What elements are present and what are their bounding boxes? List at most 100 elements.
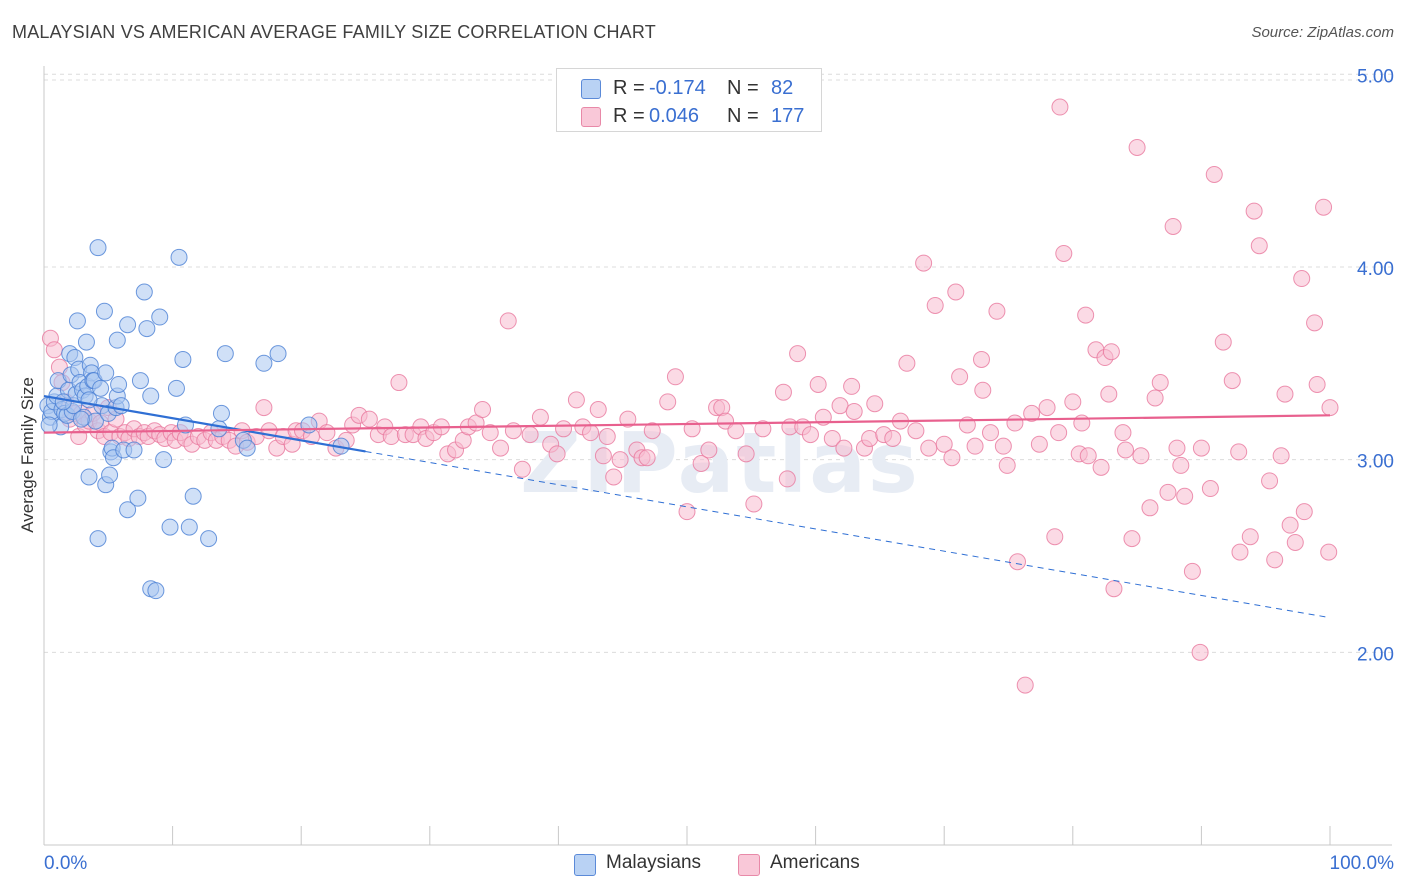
american-point bbox=[920, 439, 938, 457]
american-point bbox=[1286, 533, 1304, 551]
american-point bbox=[1079, 447, 1097, 465]
malaysian-point bbox=[40, 416, 58, 434]
american-point bbox=[998, 456, 1016, 474]
malaysian-point bbox=[108, 331, 126, 349]
american-point bbox=[1306, 314, 1324, 332]
american-point bbox=[926, 296, 944, 314]
y-tick-label: 5.00 bbox=[1357, 66, 1394, 87]
american-point bbox=[789, 345, 807, 363]
american-point bbox=[915, 254, 933, 272]
american-point bbox=[943, 449, 961, 467]
r-value: -0.174 bbox=[649, 77, 706, 99]
y-axis-label: Average Family Size bbox=[18, 377, 37, 533]
american-point bbox=[809, 375, 827, 393]
american-point bbox=[831, 397, 849, 415]
malaysians-legend-swatch-icon bbox=[574, 854, 596, 876]
american-point bbox=[643, 422, 661, 440]
american-point bbox=[1128, 138, 1146, 156]
malaysian-point bbox=[147, 582, 165, 600]
malaysian-point bbox=[129, 489, 147, 507]
legend-label: Americans bbox=[770, 852, 860, 873]
malaysians-trend-extension bbox=[365, 450, 1331, 619]
malaysian-point bbox=[131, 372, 149, 390]
x-tick-label: 0.0% bbox=[44, 853, 87, 874]
american-point bbox=[981, 424, 999, 442]
american-point bbox=[582, 424, 600, 442]
american-point bbox=[1191, 643, 1209, 661]
malaysian-point bbox=[210, 420, 228, 438]
american-point bbox=[1320, 543, 1338, 561]
american-point bbox=[1231, 543, 1249, 561]
american-point bbox=[499, 312, 517, 330]
american-point bbox=[1151, 374, 1169, 392]
american-point bbox=[474, 401, 492, 419]
american-point bbox=[1050, 424, 1068, 442]
american-point bbox=[884, 429, 902, 447]
american-point bbox=[1164, 217, 1182, 235]
american-point bbox=[935, 435, 953, 453]
malaysian-point bbox=[180, 518, 198, 536]
americans-swatch-icon bbox=[581, 107, 601, 127]
malaysian-point bbox=[200, 530, 218, 548]
american-point bbox=[594, 447, 612, 465]
malaysian-point bbox=[300, 416, 318, 434]
american-point bbox=[843, 377, 861, 395]
american-point bbox=[666, 368, 684, 386]
american-point bbox=[1172, 456, 1190, 474]
source-credit: Source: ZipAtlas.com bbox=[1251, 24, 1394, 41]
american-point bbox=[1261, 472, 1279, 490]
malaysian-point bbox=[135, 283, 153, 301]
malaysians-trend-line bbox=[43, 394, 366, 453]
american-point bbox=[1250, 237, 1268, 255]
legend-label: Malaysians bbox=[606, 852, 702, 873]
r-label: R = bbox=[613, 105, 645, 127]
american-point bbox=[1114, 424, 1132, 442]
american-point bbox=[1100, 385, 1118, 403]
american-point bbox=[548, 445, 566, 463]
american-point bbox=[1168, 439, 1186, 457]
american-point bbox=[531, 408, 549, 426]
american-point bbox=[45, 341, 63, 359]
american-point bbox=[866, 395, 884, 413]
malaysian-point bbox=[216, 345, 234, 363]
americans-trend-line bbox=[43, 414, 1331, 434]
american-point bbox=[974, 381, 992, 399]
legend-stats: R = -0.174 N = 82 R = 0.046 N = 177 bbox=[556, 68, 822, 132]
american-point bbox=[1141, 499, 1159, 517]
american-point bbox=[382, 428, 400, 446]
american-point bbox=[598, 428, 616, 446]
malaysians-swatch-icon bbox=[581, 79, 601, 99]
american-point bbox=[360, 410, 378, 428]
malaysian-point bbox=[72, 410, 90, 428]
american-point bbox=[1023, 404, 1041, 422]
american-point bbox=[1308, 375, 1326, 393]
malaysian-point bbox=[92, 379, 110, 397]
american-point bbox=[504, 422, 522, 440]
american-point bbox=[835, 439, 853, 457]
american-point bbox=[1051, 98, 1069, 116]
american-point bbox=[966, 437, 984, 455]
malaysian-point bbox=[101, 466, 119, 484]
american-point bbox=[555, 420, 573, 438]
american-point bbox=[1214, 333, 1232, 351]
malaysian-point bbox=[80, 468, 98, 486]
x-tick-label: 100.0% bbox=[1330, 853, 1395, 874]
american-point bbox=[521, 426, 539, 444]
american-point bbox=[1176, 487, 1194, 505]
american-point bbox=[481, 424, 499, 442]
americans-legend-swatch-icon bbox=[738, 854, 760, 876]
y-tick-label: 3.00 bbox=[1357, 452, 1394, 473]
american-point bbox=[754, 420, 772, 438]
malaysian-point bbox=[255, 354, 273, 372]
american-point bbox=[1055, 244, 1073, 262]
american-point bbox=[1046, 528, 1064, 546]
american-point bbox=[1159, 483, 1177, 501]
american-point bbox=[1064, 393, 1082, 411]
american-point bbox=[994, 437, 1012, 455]
american-point bbox=[318, 424, 336, 442]
american-point bbox=[1092, 458, 1110, 476]
american-point bbox=[1102, 343, 1120, 361]
american-point bbox=[1009, 553, 1027, 571]
american-point bbox=[619, 410, 637, 428]
